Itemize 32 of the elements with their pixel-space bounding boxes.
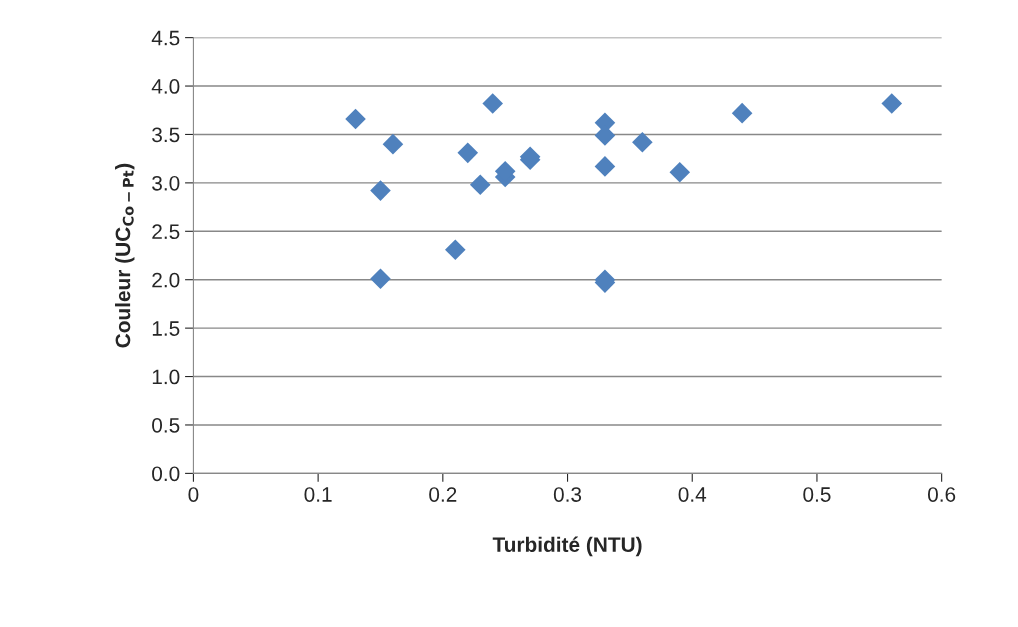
y-axis-title: Couleur (UC$_{Co−Pt}$) — [115, 163, 135, 348]
point — [881, 93, 903, 114]
x-tick-label: 0.5 — [803, 487, 831, 502]
y-tick-label: 0.5 — [152, 417, 180, 433]
y-tick-label: 2.5 — [152, 224, 180, 240]
x-tick-label: 0.1 — [304, 487, 332, 502]
y-tick-label: 2.0 — [152, 272, 180, 288]
x-tick-label: 0.6 — [927, 487, 956, 502]
point — [731, 102, 753, 124]
point — [469, 174, 491, 196]
point — [594, 156, 616, 177]
point — [632, 131, 653, 153]
x-tick-label: 0.3 — [553, 487, 582, 502]
point — [457, 142, 479, 164]
y-tick-label: 3.5 — [152, 127, 180, 143]
x-tick-label: 0.4 — [678, 487, 707, 502]
y-tick-label: 0.0 — [152, 466, 180, 482]
point — [669, 161, 691, 183]
point — [370, 180, 391, 201]
point — [370, 268, 391, 290]
point — [345, 108, 366, 130]
y-tick-label: 4.0 — [151, 79, 180, 94]
x-tick-label: 0.2 — [429, 487, 457, 502]
x-axis-title: Turbidité (NTU) — [492, 536, 642, 557]
point — [445, 239, 466, 260]
y-tick-label: 1.5 — [152, 321, 180, 336]
y-tick-label: 4.5 — [151, 30, 180, 46]
point — [482, 93, 504, 114]
point — [382, 133, 404, 155]
y-tick-label: 1.0 — [152, 369, 180, 385]
y-tick-label: 3.0 — [152, 175, 180, 191]
x-tick-label: 0 — [188, 487, 199, 502]
